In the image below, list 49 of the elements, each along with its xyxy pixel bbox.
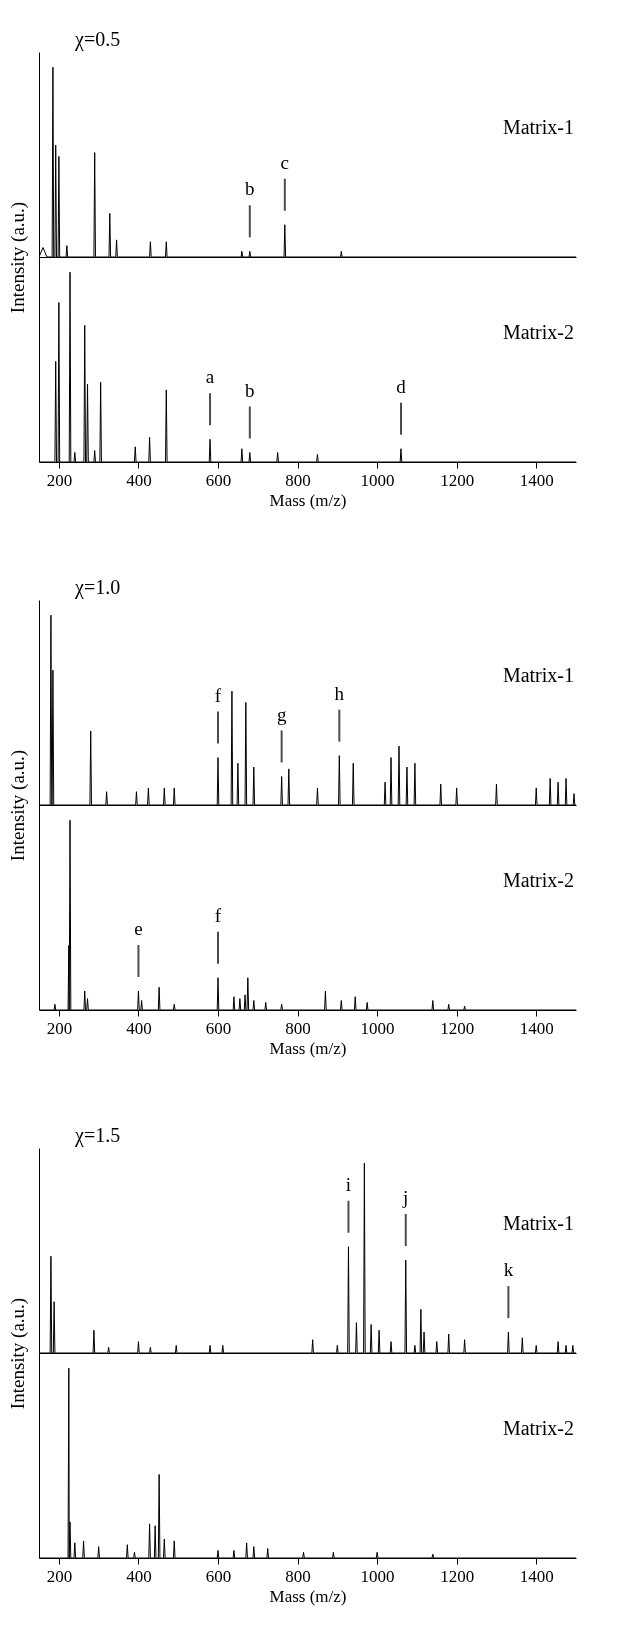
x-tick-label: 200 [46,1566,73,1586]
annotation: j [402,1186,409,1208]
annotation: d [396,375,407,397]
x-axis-title: Mass (m/z) [269,1586,347,1606]
chart-title: χ=1.5 [74,1124,121,1147]
x-tick-label: 1000 [360,1018,395,1038]
x-tick-label: 400 [126,1566,152,1586]
text: Matrix-1 [502,115,574,138]
x-tick-label: 800 [285,470,311,490]
x-tick-label: 1400 [519,1566,554,1586]
y-axis-title: Intensity (a.u.) [6,201,29,314]
chart-title: χ=1.0 [74,576,121,599]
text: Matrix-2 [502,320,574,343]
x-tick-label: 1200 [440,1566,475,1586]
annotation: b [245,178,255,200]
annotation: e [134,918,143,940]
annotation: c [280,151,290,173]
annotation: a [205,366,215,388]
x-tick-label: 1200 [440,1018,475,1038]
annotation: g [276,703,287,725]
x-axis-title: Mass (m/z) [269,1038,347,1058]
annotation: b [245,379,255,401]
annotation: h [334,682,345,704]
x-tick-label: 800 [285,1566,311,1586]
x-tick-label: 1400 [519,470,554,490]
x-tick-label: 600 [205,470,232,490]
text: Matrix-2 [502,1416,574,1439]
x-tick-label: 1000 [360,470,395,490]
x-tick-label: 400 [126,470,152,490]
y-axis-title: Intensity (a.u.) [6,1297,29,1410]
x-axis-title: Mass (m/z) [269,490,347,510]
annotation: f [214,904,222,926]
annotation: i [345,1173,352,1195]
x-tick-label: 200 [46,470,73,490]
x-tick-label: 200 [46,1018,73,1038]
y-axis-title: Intensity (a.u.) [6,749,29,862]
annotation: k [503,1259,514,1281]
x-tick-label: 1400 [519,1018,554,1038]
annotation: f [214,684,222,706]
x-tick-label: 800 [285,1018,311,1038]
text: Matrix-1 [502,1211,574,1234]
x-tick-label: 1200 [440,470,475,490]
text: Matrix-1 [502,663,574,686]
text: Matrix-2 [502,868,574,891]
chart-title: χ=0.5 [74,28,121,51]
x-tick-label: 600 [205,1566,232,1586]
x-tick-label: 400 [126,1018,152,1038]
x-tick-label: 600 [205,1018,232,1038]
x-tick-label: 1000 [360,1566,395,1586]
